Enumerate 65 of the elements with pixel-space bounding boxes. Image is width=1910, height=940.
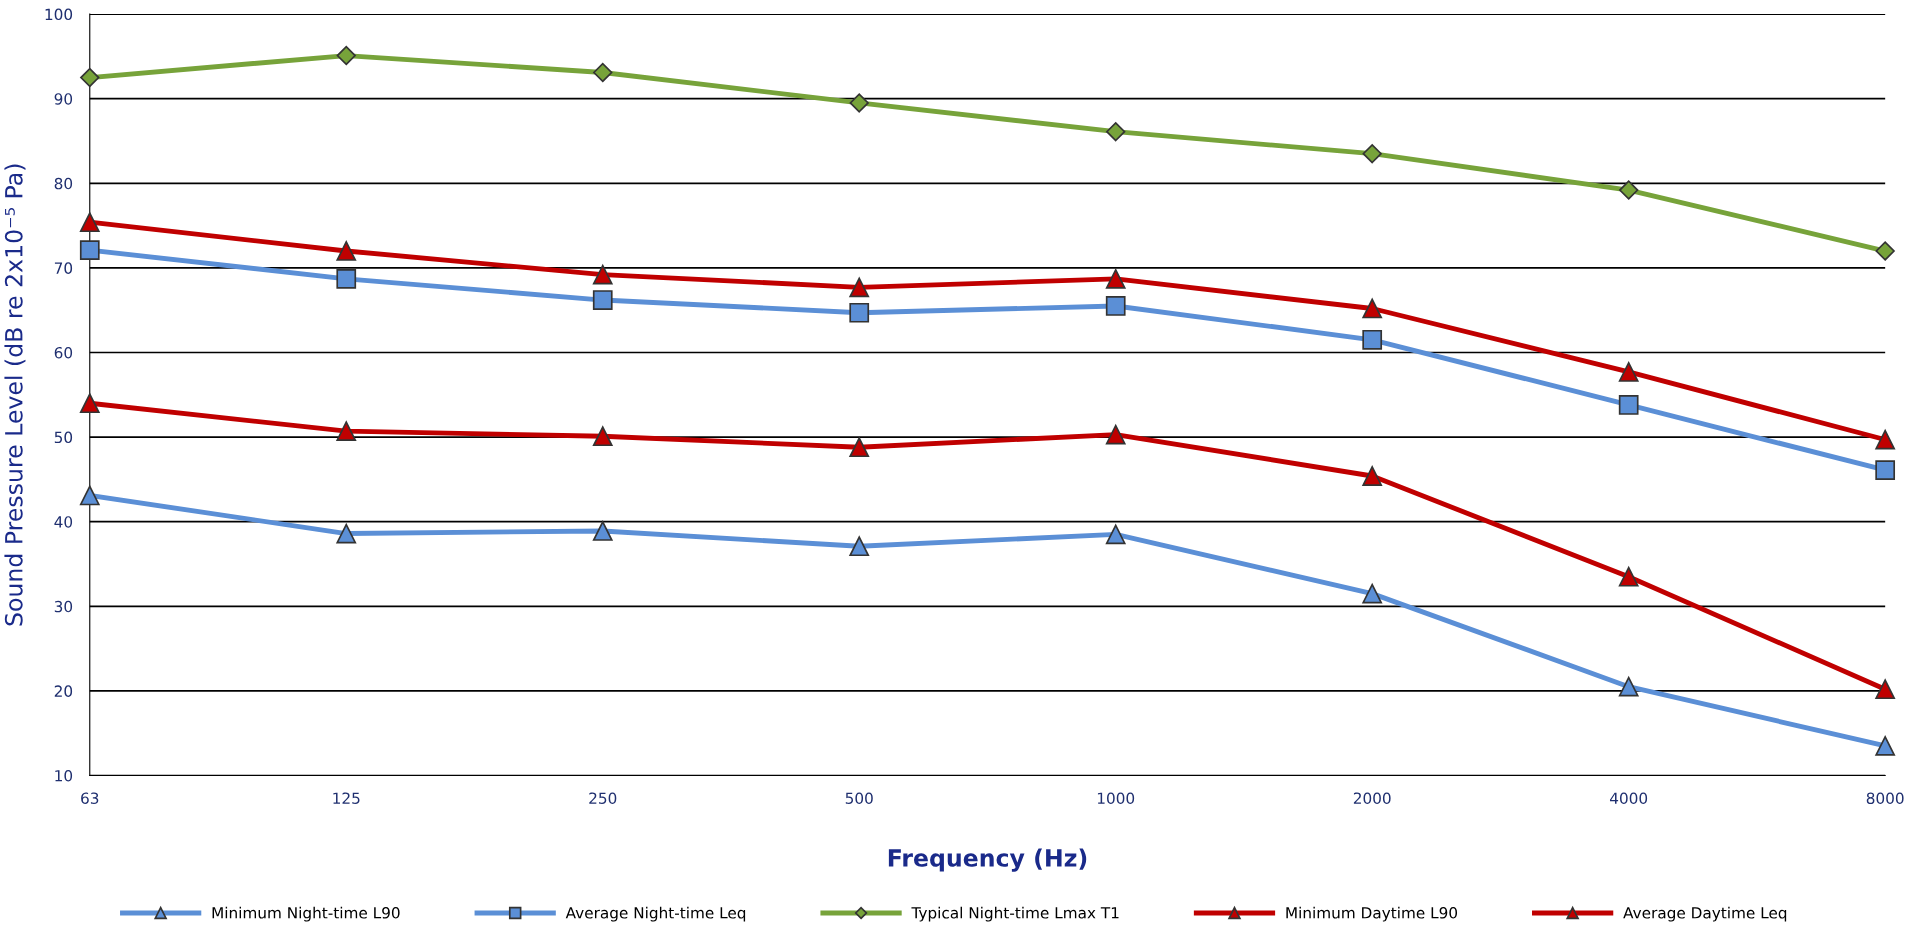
point (1875, 679, 1896, 700)
legend-label: Minimum Night-time L90 (212, 906, 400, 922)
point (592, 264, 613, 285)
y-tick-label: 90 (54, 93, 73, 105)
point (1618, 676, 1639, 697)
point (1362, 466, 1383, 486)
point (1105, 424, 1126, 445)
y-tick-label: 50 (54, 431, 73, 444)
point (336, 421, 357, 442)
y-tick-label: 100 (45, 8, 73, 21)
x-tick-label: 250 (589, 792, 617, 804)
point (1105, 296, 1126, 316)
y-tick-label: 10 (55, 769, 73, 782)
point (1362, 298, 1383, 319)
point (336, 269, 357, 289)
point (1619, 180, 1639, 200)
point (1105, 269, 1126, 289)
point (849, 93, 869, 113)
y-tick-label: 40 (54, 516, 73, 528)
point (592, 290, 613, 310)
point (1875, 429, 1896, 450)
y-axis-title: Sound Pressure Level (dB re 2x10⁻⁵ Pa) (4, 164, 26, 626)
point (849, 302, 870, 323)
point (849, 536, 870, 557)
x-tick-label: 1000 (1097, 792, 1135, 804)
point (1618, 362, 1639, 382)
legend-label: Average Night-time Leq (565, 906, 746, 922)
x-tick-label: 500 (845, 792, 873, 804)
point (1362, 329, 1383, 350)
point (80, 67, 100, 88)
x-axis-title: Frequency (Hz) (888, 848, 1087, 872)
point (593, 62, 613, 83)
point (79, 240, 100, 260)
point (592, 426, 613, 447)
point (849, 437, 870, 458)
point (1618, 395, 1639, 415)
point (1105, 524, 1126, 545)
point (1875, 736, 1896, 756)
point (1875, 460, 1896, 480)
point (336, 241, 357, 261)
y-tick-label: 60 (54, 346, 73, 359)
point (1875, 241, 1895, 261)
point (336, 45, 356, 66)
point (1362, 583, 1383, 604)
y-tick-label: 80 (54, 177, 73, 190)
point (1106, 122, 1126, 142)
x-tick-label: 2000 (1353, 792, 1391, 804)
point (849, 277, 870, 298)
point (1362, 144, 1382, 164)
legend-label: Typical Night-time Lmax T1 (911, 906, 1119, 922)
point (79, 485, 100, 506)
x-tick-label: 4000 (1609, 792, 1648, 804)
x-tick-label: 8000 (1866, 792, 1904, 804)
point (592, 521, 613, 541)
y-tick-label: 70 (54, 262, 73, 274)
point (79, 212, 100, 233)
x-tick-label: 125 (333, 792, 360, 804)
legend-label: Minimum Daytime L90 (1286, 906, 1458, 922)
point (1618, 566, 1639, 587)
y-tick-label: 30 (54, 600, 73, 613)
point (79, 393, 100, 414)
legend-label: Average Daytime Leq (1623, 906, 1787, 922)
x-tick-label: 63 (81, 792, 99, 804)
point (336, 523, 357, 544)
y-tick-label: 20 (54, 685, 73, 697)
